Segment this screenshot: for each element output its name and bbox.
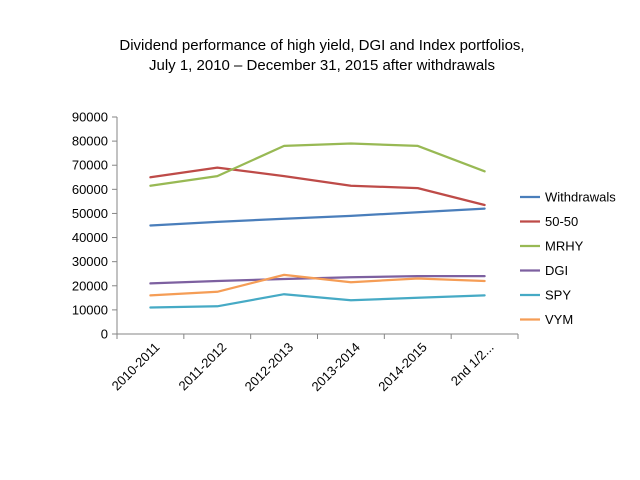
y-tick-label: 0 (101, 327, 108, 342)
series-line-50-50 (149, 166, 486, 207)
x-tick-label: 2014-2015 (375, 340, 430, 395)
legend-label-spy: SPY (545, 288, 571, 303)
y-tick-label: 80000 (72, 134, 108, 149)
legend-label-dgi: DGI (545, 263, 568, 278)
legend-label-mrhy: MRHY (545, 239, 584, 254)
y-tick-label: 60000 (72, 182, 108, 197)
x-tick-label: 2013-2014 (308, 340, 363, 395)
x-tick-label: 2012-2013 (242, 340, 297, 395)
x-tick-label: 2010-2011 (109, 340, 163, 394)
x-tick-label: 2011-2012 (175, 340, 229, 394)
y-tick-label: 10000 (72, 302, 108, 317)
series-line-withdrawals (149, 207, 486, 227)
y-tick-label: 50000 (72, 206, 108, 221)
legend: Withdrawals 50-50 MRHY DGI SPY VYM (520, 190, 616, 327)
legend-label-vym: VYM (545, 312, 573, 327)
y-tick-label: 70000 (72, 158, 108, 173)
series-line-mrhy (149, 142, 486, 187)
legend-label-withdrawals: Withdrawals (545, 190, 616, 205)
legend-label-50-50: 50-50 (545, 214, 578, 229)
series-line-spy (149, 293, 486, 309)
y-tick-label: 20000 (72, 278, 108, 293)
series-line-vym (149, 273, 486, 297)
y-axis: 0 10000 20000 30000 40000 50000 60000 70000 8000… (72, 110, 118, 342)
x-axis: 2010-2011 2011-2012 2012-2013 2013-2014 2014… (109, 333, 519, 395)
series-lines (149, 142, 486, 309)
x-tick-label: 2nd 1/2... (448, 340, 497, 389)
y-tick-label: 40000 (72, 230, 108, 245)
chart-title-line-2: July 1, 2010 – December 31, 2015 after w… (149, 57, 495, 74)
y-tick-label: 30000 (72, 254, 108, 269)
y-tick-label: 90000 (72, 110, 108, 125)
chart-title-line-1: Dividend performance of high yield, DGI … (119, 37, 524, 54)
